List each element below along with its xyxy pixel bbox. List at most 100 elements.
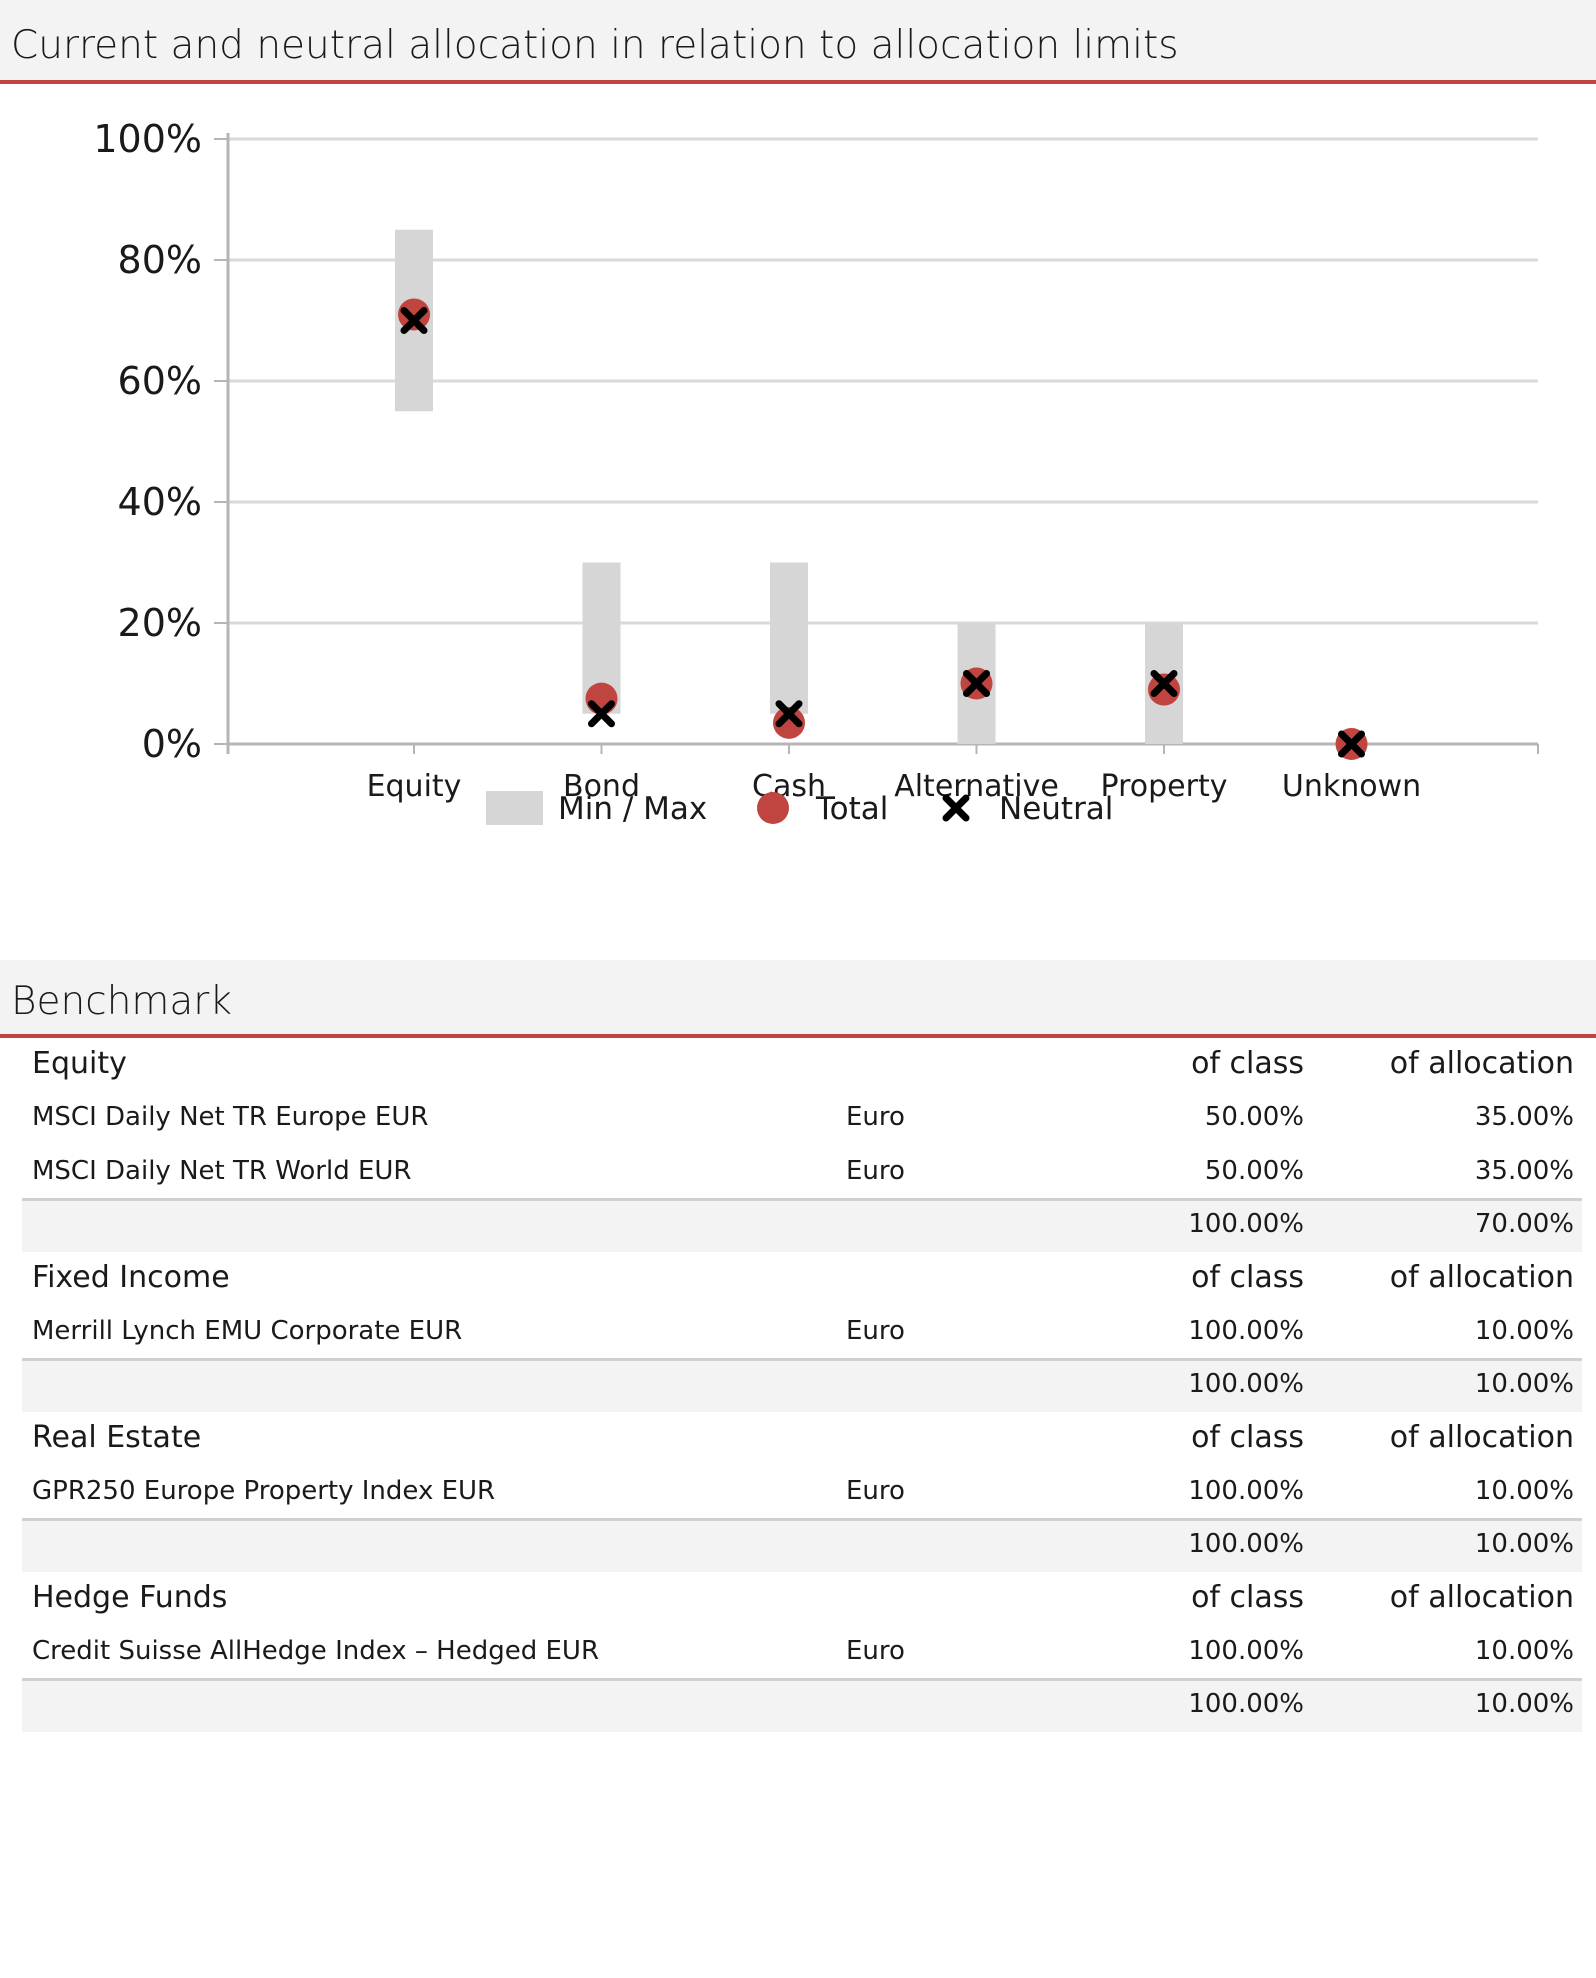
benchmark-group: Hedge Funds of class of allocation Credit S…: [22, 1572, 1582, 1732]
index-name: GPR250 Europe Property Index EUR: [32, 1476, 496, 1506]
neutral-cross-bond: [588, 700, 615, 728]
allocation-chart: 0%20%40%60%80%100%Equity Bond Cash Alternat…: [93, 117, 1539, 827]
of-allocation-value: 10.00%: [1474, 1476, 1574, 1506]
neutral-cross-stroke: [963, 670, 990, 697]
benchmark-group: Fixed Income of class of allocation Merrill…: [22, 1252, 1582, 1412]
legend-swatch-range: [486, 791, 543, 825]
total-of-allocation: 70.00%: [1474, 1209, 1574, 1239]
legend-cross-stroke: [942, 794, 970, 822]
legend: Min / Max Total Neutral: [486, 791, 1113, 827]
legend-label-neutral: Neutral: [999, 791, 1113, 827]
axes: [214, 133, 1539, 754]
index-name: Merrill Lynch EMU Corporate EUR: [32, 1316, 463, 1346]
index-name: MSCI Daily Net TR Europe EUR: [32, 1102, 429, 1132]
neutral-cross-stroke: [775, 700, 803, 728]
of-allocation-value: 35.00%: [1474, 1156, 1574, 1186]
total-of-allocation: 10.00%: [1474, 1689, 1574, 1719]
chart-title: Current and neutral allocation in relati…: [11, 23, 1179, 68]
table-row: Merrill Lynch EMU Corporate EUR Euro 100.0…: [22, 1304, 1582, 1358]
of-allocation-header: of allocation: [1389, 1580, 1574, 1615]
total-of-class: 100.00%: [1188, 1529, 1304, 1559]
of-allocation-value: 10.00%: [1474, 1636, 1574, 1666]
chart-section-header: Current and neutral allocation in relati…: [0, 0, 1596, 84]
benchmark-group: Equity of class of allocation MSCI Daily Ne…: [22, 1038, 1582, 1252]
benchmark-table: Equity of class of allocation MSCI Daily Ne…: [22, 1038, 1582, 1732]
legend-swatch-total: [757, 792, 789, 824]
group-header: Equity of class of allocation: [22, 1038, 1582, 1090]
currency: Euro: [846, 1102, 905, 1132]
y-tick-label: 40%: [118, 480, 202, 524]
x-tick-label: Property: [1101, 769, 1228, 804]
of-class-value: 50.00%: [1204, 1156, 1304, 1186]
currency: Euro: [846, 1156, 905, 1186]
group-header: Fixed Income of class of allocation: [22, 1252, 1582, 1304]
neutral-cross-cash: [775, 700, 803, 728]
neutral-crosses: [400, 307, 1365, 758]
legend-label-range: Min / Max: [558, 791, 707, 827]
grid-lines: [228, 137, 1538, 625]
neutral-cross-unknown: [1338, 730, 1365, 758]
of-allocation-value: 35.00%: [1474, 1102, 1574, 1132]
x-tick-label: Bond: [563, 769, 640, 804]
total-of-class: 100.00%: [1188, 1369, 1304, 1399]
of-class-header: of class: [1191, 1046, 1304, 1081]
benchmark-title: Benchmark: [11, 979, 232, 1024]
total-of-class: 100.00%: [1188, 1209, 1304, 1239]
benchmark-group: Real Estate of class of allocation GPR250 E…: [22, 1412, 1582, 1572]
benchmark-section-header: Benchmark: [0, 960, 1596, 1038]
y-tick-label: 80%: [118, 238, 202, 282]
group-total-row: 100.00% 10.00%: [22, 1518, 1582, 1572]
table-row: MSCI Daily Net TR Europe EUR Euro 50.00% 35…: [22, 1090, 1582, 1144]
x-tick-label: Unknown: [1282, 769, 1421, 804]
of-allocation-header: of allocation: [1389, 1420, 1574, 1455]
y-tick-label: 20%: [118, 601, 202, 645]
group-total-row: 100.00% 10.00%: [22, 1678, 1582, 1732]
table-row: MSCI Daily Net TR World EUR Euro 50.00% 35.…: [22, 1144, 1582, 1198]
legend-swatch-neutral: [942, 794, 970, 822]
total-of-class: 100.00%: [1188, 1689, 1304, 1719]
table-row: GPR250 Europe Property Index EUR Euro 100.…: [22, 1464, 1582, 1518]
of-class-value: 50.00%: [1204, 1102, 1304, 1132]
y-tick-label: 0%: [142, 722, 202, 766]
group-header: Hedge Funds of class of allocation: [22, 1572, 1582, 1624]
of-class-value: 100.00%: [1188, 1636, 1304, 1666]
of-class-header: of class: [1191, 1260, 1304, 1295]
x-tick-label: Alternative: [894, 769, 1059, 804]
currency: Euro: [846, 1636, 905, 1666]
range-bars: [395, 229, 1183, 744]
neutral-cross-stroke: [400, 307, 428, 334]
table-row: Credit Suisse AllHedge Index – Hedged EU…: [22, 1624, 1582, 1678]
legend-label-total: Total: [815, 791, 888, 827]
neutral-cross-alternative: [963, 670, 990, 697]
axis-labels: 0%20%40%60%80%100%Equity Bond Cash Alternat…: [93, 117, 1421, 804]
group-header: Real Estate of class of allocation: [22, 1412, 1582, 1464]
of-class-header: of class: [1191, 1420, 1304, 1455]
group-name: Fixed Income: [32, 1260, 230, 1295]
group-name: Equity: [32, 1046, 127, 1081]
total-dots: [398, 298, 1368, 760]
x-tick-label: Equity: [367, 769, 462, 804]
group-total-row: 100.00% 70.00%: [22, 1198, 1582, 1252]
group-name: Hedge Funds: [32, 1580, 228, 1615]
of-class-value: 100.00%: [1188, 1476, 1304, 1506]
currency: Euro: [846, 1476, 905, 1506]
total-dot-equity: [398, 298, 430, 331]
total-of-allocation: 10.00%: [1474, 1369, 1574, 1399]
y-tick-label: 100%: [93, 117, 202, 161]
neutral-cross-stroke: [1338, 730, 1365, 758]
neutral-cross-stroke: [1150, 670, 1178, 697]
of-class-value: 100.00%: [1188, 1316, 1304, 1346]
of-allocation-value: 10.00%: [1474, 1316, 1574, 1346]
group-total-row: 100.00% 10.00%: [22, 1358, 1582, 1412]
range-bar-cash: [770, 562, 808, 714]
total-dot-property: [1148, 673, 1180, 706]
group-name: Real Estate: [32, 1420, 202, 1455]
y-tick-label: 60%: [118, 359, 202, 403]
neutral-cross-stroke: [588, 700, 615, 728]
of-allocation-header: of allocation: [1389, 1260, 1574, 1295]
total-dot-cash: [773, 706, 805, 739]
of-class-header: of class: [1191, 1580, 1304, 1615]
total-of-allocation: 10.00%: [1474, 1529, 1574, 1559]
index-name: MSCI Daily Net TR World EUR: [32, 1156, 412, 1186]
